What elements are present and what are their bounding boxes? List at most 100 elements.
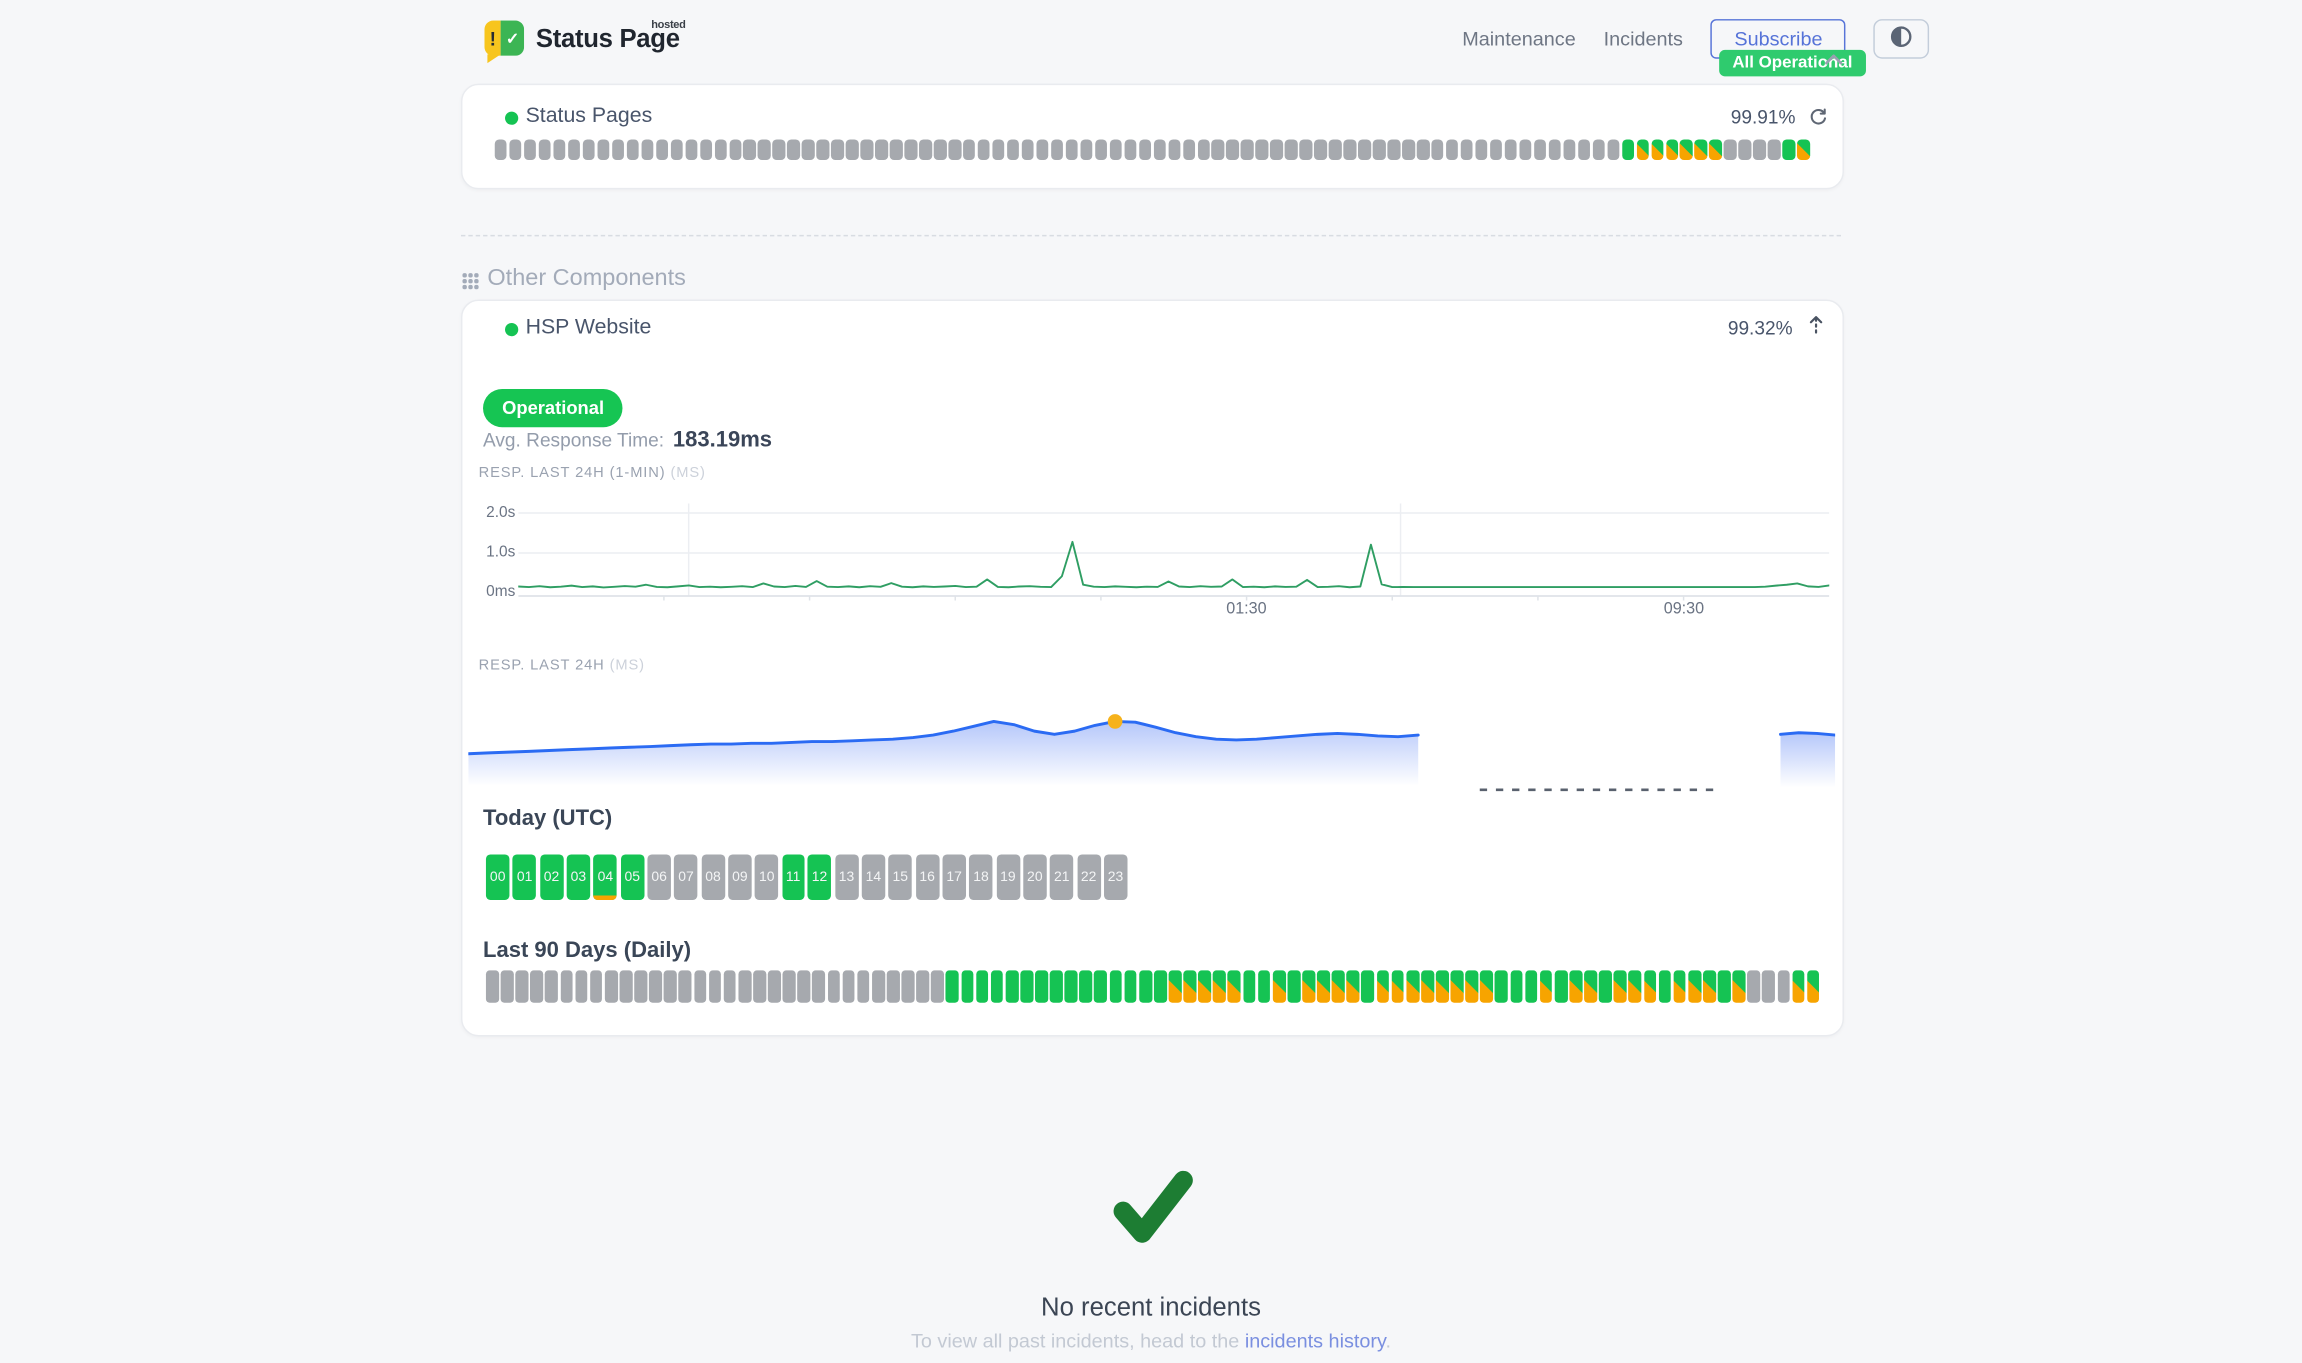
uptime-bar-operational	[1035, 970, 1048, 1003]
uptime-bar-degraded	[1709, 139, 1722, 161]
half-circle-icon	[1890, 24, 1913, 52]
uptime-bar-degraded	[1569, 970, 1583, 1003]
uptime-bar-nodata	[1080, 139, 1093, 161]
uptime-bar-nodata	[485, 970, 499, 1003]
section-divider	[460, 234, 1842, 237]
uptime-bar-nodata	[1036, 139, 1049, 161]
uptime-bar-nodata	[1138, 139, 1152, 161]
last-90-days-bars	[485, 970, 1820, 1003]
uptime-bar-degraded	[1806, 970, 1820, 1003]
hour-block-01: 01	[512, 854, 537, 900]
uptime-bar-nodata	[678, 970, 692, 1003]
uptime-bar-nodata	[787, 139, 800, 161]
uptime-bar-operational	[1064, 970, 1078, 1003]
uptime-bar-degraded	[1792, 970, 1805, 1003]
uptime-bar-nodata	[723, 970, 737, 1003]
incidents-history-link[interactable]: incidents history	[1244, 1330, 1386, 1353]
uptime-bar-nodata	[589, 970, 603, 1003]
uptime-bar-nodata	[649, 970, 663, 1003]
uptime-bar-nodata	[916, 970, 930, 1003]
uptime-bar-nodata	[560, 970, 573, 1003]
uptime-bar-nodata	[1431, 139, 1444, 161]
bubble-tail	[487, 54, 501, 64]
uptime-bar-nodata	[685, 139, 698, 161]
uptime-bar-nodata	[816, 139, 830, 161]
uptime-bar-nodata	[1124, 139, 1137, 161]
uptime-bar-nodata	[553, 139, 566, 161]
uptime-bar-degraded	[1435, 970, 1449, 1003]
uptime-bar-nodata	[871, 970, 885, 1003]
theme-toggle-button[interactable]	[1873, 18, 1930, 58]
uptime-bar-nodata	[827, 970, 841, 1003]
uptime-bar-nodata	[619, 970, 633, 1003]
uptime-bar-operational	[1510, 970, 1523, 1003]
uptime-bar-nodata	[797, 970, 811, 1003]
uptime-bar-operational	[1079, 970, 1093, 1003]
uptime-bar-degraded	[1636, 139, 1649, 161]
hour-block-05: 05	[620, 854, 645, 900]
uptime-bar-nodata	[1592, 139, 1605, 161]
hour-block-11: 11	[781, 854, 805, 900]
uptime-bar-nodata	[886, 970, 900, 1003]
uptime-bar-nodata	[524, 139, 537, 161]
uptime-bar-nodata	[1270, 139, 1283, 161]
uptime-bar-operational	[1658, 970, 1672, 1003]
today-utc-title: Today (UTC)	[483, 805, 613, 831]
uptime-bar-operational	[1094, 970, 1108, 1003]
response-area-chart-24h	[466, 691, 1837, 798]
uptime-bar-nodata	[1226, 139, 1239, 161]
header-nav: Maintenance Incidents Subscribe	[1462, 0, 1930, 76]
uptime-bar-operational	[1242, 970, 1256, 1003]
brand-title: Status Page hosted	[535, 16, 686, 53]
uptime-bar-nodata	[901, 970, 915, 1003]
uptime-bar-nodata	[812, 970, 826, 1003]
uptime-bar-operational	[1109, 970, 1123, 1003]
hour-block-13: 13	[834, 854, 859, 900]
uptime-bar-degraded	[1628, 970, 1642, 1003]
uptime-bar-operational	[946, 970, 959, 1003]
uptime-bar-degraded	[1183, 970, 1197, 1003]
uptime-bar-nodata	[1475, 139, 1488, 161]
uptime-bar-nodata	[1768, 139, 1781, 161]
uptime-bar-nodata	[1050, 139, 1064, 161]
uptime-bar-nodata	[772, 139, 786, 161]
hsp-website-card: HSP Website 99.32% Operational Avg. Resp…	[460, 299, 1844, 1037]
uptime-bar-nodata	[1021, 139, 1035, 161]
line-chart-svg	[518, 503, 1830, 601]
nav-incidents[interactable]: Incidents	[1603, 27, 1683, 50]
uptime-bar-degraded	[1694, 139, 1708, 161]
refresh-icon[interactable]	[1809, 107, 1828, 130]
uptime-bar-nodata	[1094, 139, 1108, 161]
collapse-up-arrow-icon[interactable]	[1809, 316, 1824, 342]
uptime-bar-degraded	[1346, 970, 1360, 1003]
uptime-bar-degraded	[1480, 970, 1494, 1003]
status-dot-green	[505, 111, 519, 125]
uptime-bar-operational	[1257, 970, 1271, 1003]
uptime-bar-nodata	[699, 139, 713, 161]
uptime-bar-degraded	[1584, 970, 1598, 1003]
uptime-bar-nodata	[889, 139, 903, 161]
section-collapse-chevron-icon[interactable]	[1823, 48, 1844, 74]
uptime-bar-nodata	[782, 970, 796, 1003]
uptime-bar-operational	[1153, 970, 1167, 1003]
uptime-bar-nodata	[919, 139, 932, 161]
uptime-bar-degraded	[1643, 970, 1657, 1003]
hour-block-08: 08	[701, 854, 725, 900]
uptime-bar-operational	[1361, 970, 1375, 1003]
hour-block-06: 06	[647, 854, 671, 900]
uptime-bar-nodata	[530, 970, 544, 1003]
uptime-bar-operational	[975, 970, 989, 1003]
uptime-bar-nodata	[1747, 970, 1761, 1003]
uptime-percent: 99.32%	[1727, 317, 1793, 340]
uptime-bar-nodata	[1548, 139, 1561, 161]
hour-block-21: 21	[1049, 854, 1074, 900]
xtick-0130: 01:30	[1226, 600, 1267, 619]
brand-logo[interactable]: ! ✓ Status Page hosted	[484, 15, 686, 64]
uptime-bar-nodata	[1006, 139, 1020, 161]
nav-maintenance[interactable]: Maintenance	[1462, 27, 1576, 50]
hour-block-17: 17	[942, 854, 966, 900]
uptime-bar-nodata	[1387, 139, 1400, 161]
uptime-bar-nodata	[1402, 139, 1415, 161]
chart1-label: RESP. LAST 24H (1-MIN) (MS)	[478, 465, 706, 482]
uptime-bar-nodata	[670, 139, 683, 161]
